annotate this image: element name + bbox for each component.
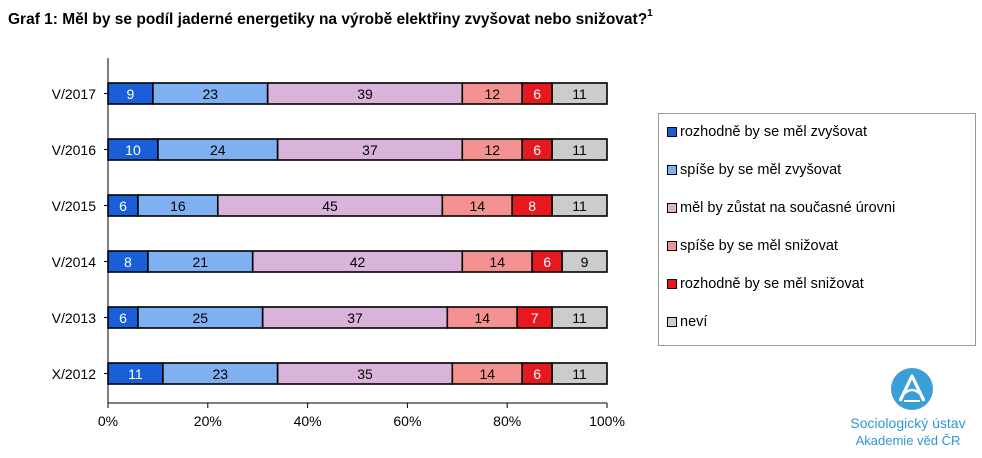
- data-label: 39: [357, 86, 373, 102]
- data-label: 14: [474, 310, 490, 326]
- chart-title: Graf 1: Měl by se podíl jaderné energeti…: [8, 8, 653, 29]
- legend-swatch: [667, 317, 677, 327]
- x-tick-label: 20%: [194, 413, 222, 429]
- data-label: 23: [203, 86, 219, 102]
- bar-segment: [551, 362, 608, 385]
- title-footnote-mark: 1: [647, 8, 653, 19]
- category-label: V/2015: [52, 198, 97, 214]
- category-label: V/2014: [52, 254, 97, 270]
- data-label: 23: [212, 366, 228, 382]
- legend-item: spíše by se měl snižovat: [667, 238, 838, 254]
- legend-swatch: [667, 241, 677, 251]
- legend-item: spíše by se měl zvyšovat: [667, 162, 841, 178]
- data-label: 9: [581, 254, 589, 270]
- institution-logo: Sociologický ústav Akademie věd ČR: [838, 367, 978, 453]
- category-label: X/2012: [52, 366, 97, 382]
- x-tick-label: 100%: [589, 413, 625, 429]
- stacked-bar-chart: 9 23 39 12 6 11 10 24 37 12 6 11 6 16 45 14 8 11 8 21 42 14 6 9…: [52, 58, 625, 429]
- data-label: 14: [489, 254, 505, 270]
- data-label: 11: [572, 198, 587, 214]
- data-label: 24: [210, 142, 226, 158]
- bars-layer: 9 23 39 12 6 11 10 24 37 12 6 11 6 16 45 14 8 11 8 21 42 14 6 9…: [107, 82, 608, 385]
- legend-item: rozhodně by se měl snižovat: [667, 276, 864, 292]
- data-label: 21: [193, 254, 209, 270]
- legend-swatch: [667, 279, 677, 289]
- data-label: 6: [543, 254, 551, 270]
- bar-segment: [551, 306, 608, 329]
- data-label: 6: [533, 366, 541, 382]
- x-tick-label: 80%: [493, 413, 521, 429]
- data-label: 45: [322, 198, 338, 214]
- category-label: V/2016: [52, 142, 97, 158]
- legend: rozhodně by se měl zvyšovat spíše by se m…: [658, 113, 976, 346]
- legend-label: měl by zůstat na současné úrovni: [680, 200, 896, 216]
- legend-swatch: [667, 127, 677, 137]
- legend-item: neví: [667, 314, 707, 330]
- bar-segment: [551, 82, 608, 105]
- data-label: 11: [572, 310, 587, 326]
- legend-item: rozhodně by se měl zvyšovat: [667, 124, 867, 140]
- data-label: 6: [119, 198, 127, 214]
- x-tick-label: 0%: [98, 413, 118, 429]
- bar-segment: [561, 250, 608, 273]
- data-label: 9: [127, 86, 135, 102]
- data-label: 16: [170, 198, 186, 214]
- data-label: 14: [479, 366, 495, 382]
- legend-swatch: [667, 165, 677, 175]
- data-label: 11: [572, 86, 587, 102]
- data-label: 37: [347, 310, 363, 326]
- legend-item: měl by zůstat na současné úrovni: [667, 200, 895, 216]
- data-label: 6: [533, 142, 541, 158]
- data-label: 12: [484, 142, 500, 158]
- data-label: 11: [128, 366, 143, 382]
- data-label: 6: [119, 310, 127, 326]
- data-label: 11: [572, 142, 587, 158]
- bar-segment: [551, 194, 608, 217]
- category-label: V/2017: [52, 86, 97, 102]
- legend-label: rozhodně by se měl snižovat: [680, 276, 864, 292]
- data-label: 8: [528, 198, 536, 214]
- logo-name: Sociologický ústav: [850, 415, 966, 431]
- chart-title-text: Graf 1: Měl by se podíl jaderné energeti…: [8, 11, 648, 29]
- x-axis: V/2017 V/2016 V/2015 V/2014 V/2013 X/2012 0% 20…: [52, 58, 625, 429]
- bar-segment: [551, 138, 608, 161]
- legend-swatch: [667, 203, 677, 213]
- data-label: 7: [531, 310, 539, 326]
- x-tick-label: 40%: [294, 413, 322, 429]
- data-label: 10: [125, 142, 141, 158]
- data-label: 14: [469, 198, 485, 214]
- data-label: 12: [484, 86, 500, 102]
- data-label: 37: [362, 142, 378, 158]
- data-label: 6: [533, 86, 541, 102]
- data-label: 42: [350, 254, 366, 270]
- logo-subtitle: Akademie věd ČR: [855, 433, 961, 448]
- category-label: V/2013: [52, 310, 97, 326]
- legend-label: rozhodně by se měl zvyšovat: [680, 124, 867, 140]
- x-tick-label: 60%: [393, 413, 421, 429]
- legend-label: neví: [680, 314, 708, 330]
- data-label: 11: [572, 366, 587, 382]
- legend-label: spíše by se měl snižovat: [680, 238, 838, 254]
- sou-logo-icon: [891, 368, 933, 410]
- data-label: 25: [193, 310, 209, 326]
- data-label: 8: [124, 254, 132, 270]
- legend-label: spíše by se měl zvyšovat: [680, 162, 842, 178]
- data-label: 35: [357, 366, 373, 382]
